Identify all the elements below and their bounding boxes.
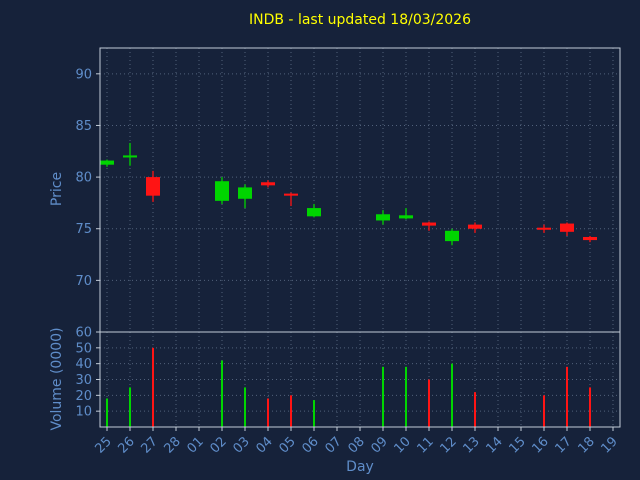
price-tick-label: 70 [75, 274, 92, 289]
candle-body [422, 222, 436, 226]
price-tick-label: 80 [75, 171, 92, 186]
candle-body [123, 155, 137, 158]
candle-body [307, 208, 321, 217]
price-tick-label: 90 [75, 67, 92, 82]
x-tick-label: 25 [93, 434, 115, 456]
x-tick-label: 28 [162, 434, 184, 456]
price-axis-label: Price [49, 171, 65, 207]
x-tick-label: 13 [461, 434, 483, 456]
volume-tick-label: 40 [75, 357, 92, 372]
x-tick-label: 19 [599, 434, 621, 456]
candle-body [468, 224, 482, 229]
x-tick-label: 16 [530, 434, 552, 456]
x-tick-label: 11 [415, 434, 437, 456]
candle-body [100, 160, 114, 165]
volume-axis-label: Volume (0000) [49, 327, 65, 431]
x-tick-label: 09 [369, 434, 391, 456]
x-tick-label: 12 [438, 434, 460, 456]
x-tick-label: 03 [231, 434, 253, 456]
x-tick-label: 10 [392, 434, 414, 456]
x-tick-label: 07 [323, 434, 345, 456]
x-tick-label: 17 [553, 434, 575, 456]
price-tick-label: 85 [75, 119, 92, 134]
x-axis-label: Day [346, 459, 374, 475]
x-tick-label: 15 [507, 434, 529, 456]
x-tick-label: 06 [300, 434, 322, 456]
candle-body [238, 187, 252, 199]
x-tick-label: 18 [576, 434, 598, 456]
volume-tick-label: 50 [75, 341, 92, 356]
price-panel-border [99, 47, 621, 333]
candle-body [537, 227, 551, 230]
chart-title: INDB - last updated 18/03/2026 [249, 12, 471, 28]
candle-body [146, 177, 160, 196]
candle-body [261, 182, 275, 186]
price-tick-label: 75 [75, 222, 92, 237]
x-tick-label: 26 [116, 434, 138, 456]
candle-body [215, 181, 229, 201]
x-tick-label: 04 [254, 434, 276, 456]
volume-tick-label: 30 [75, 373, 92, 388]
candle-body [445, 230, 459, 242]
volume-tick-label: 20 [75, 389, 92, 404]
x-tick-label: 14 [484, 434, 506, 456]
x-tick-label: 02 [208, 434, 230, 456]
candle-body [583, 236, 597, 241]
volume-tick-label: 60 [75, 326, 92, 341]
candle-body [560, 223, 574, 232]
x-tick-label: 05 [277, 434, 299, 456]
x-tick-label: 08 [346, 434, 368, 456]
candle-body [284, 193, 298, 196]
x-tick-label: 27 [139, 434, 161, 456]
candle-body [399, 215, 413, 219]
x-tick-label: 01 [185, 434, 207, 456]
volume-tick-label: 10 [75, 405, 92, 420]
candle-body [376, 214, 390, 221]
